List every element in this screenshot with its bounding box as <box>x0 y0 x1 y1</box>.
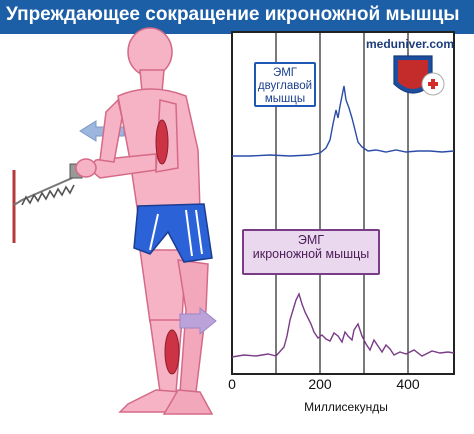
page-title: Упреждающее сокращение икроножной мышцы <box>6 4 460 25</box>
emg-gastrocnemius-label-line: икроножной мышцы <box>252 247 370 262</box>
logo-text: meduniver.com <box>366 37 455 51</box>
emg-gastrocnemius-label-line: ЭМГ <box>297 233 325 247</box>
emg-biceps-label-line: ЭМГ <box>272 67 298 79</box>
title-bar: Упреждающее сокращение икроножной мышцы <box>0 0 474 34</box>
emg-biceps-label: ЭМГ двуглавой мышцы <box>254 62 316 107</box>
emg-biceps-label-line: мышцы <box>264 93 306 106</box>
shorts <box>133 203 213 263</box>
emg-trace-biceps <box>232 85 455 157</box>
biceps-muscle <box>155 119 169 165</box>
force-arrow-right <box>179 306 217 336</box>
x-tick-label: 0 <box>228 376 236 392</box>
x-tick-label: 400 <box>396 376 420 392</box>
gastrocnemius-muscle <box>164 329 180 375</box>
x-tick-label: 200 <box>308 376 332 392</box>
logo-badge <box>393 55 445 96</box>
emg-biceps-label-line: двуглавой <box>257 80 313 93</box>
wall-spring-apparatus <box>12 163 83 243</box>
emg-trace-gastrocnemius <box>231 292 455 358</box>
x-axis-label: Миллисекунды <box>304 400 388 414</box>
emg-gastrocnemius-label: ЭМГ икроножной мышцы <box>242 229 380 275</box>
